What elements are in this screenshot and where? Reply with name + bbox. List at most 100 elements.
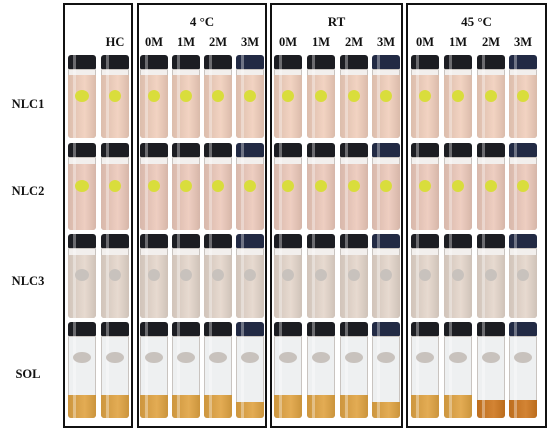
vial-sticker — [517, 90, 529, 102]
vial-sticker — [148, 269, 160, 281]
vial-cap — [372, 234, 400, 248]
vial-sticker — [282, 269, 294, 281]
vial-sticker — [244, 180, 256, 192]
vial-sticker — [282, 180, 294, 192]
vial-sticker — [416, 352, 434, 363]
vial-reflection — [106, 322, 109, 418]
vial-cap — [477, 322, 505, 336]
vial-liquid — [444, 164, 472, 230]
column-label: HC — [105, 35, 125, 49]
vial-liquid — [101, 395, 129, 418]
vial-reflection — [482, 322, 485, 418]
vial-liquid — [236, 75, 264, 138]
vial-sticker — [452, 180, 464, 192]
vial-reflection — [312, 234, 315, 318]
column-label: 3M — [240, 35, 260, 49]
vial-reflection — [145, 55, 148, 138]
vial-reflection — [449, 55, 452, 138]
vial-cap — [477, 234, 505, 248]
vial-reflection — [279, 322, 282, 418]
vial-liquid — [477, 255, 505, 318]
vial-sticker — [485, 90, 497, 102]
vial-sticker — [315, 269, 327, 281]
vial-nlc2 — [204, 143, 232, 230]
vial-nlc3 — [236, 234, 264, 318]
vial-cap — [101, 55, 129, 69]
vial-sticker — [148, 180, 160, 192]
vial-liquid — [274, 164, 302, 230]
vial-cap — [307, 55, 335, 69]
vial-sticker — [212, 180, 224, 192]
group-frame-hc — [63, 3, 133, 428]
vial-liquid — [68, 395, 96, 418]
vial-nlc2 — [307, 143, 335, 230]
vial-nlc3 — [372, 234, 400, 318]
vial-reflection — [312, 55, 315, 138]
vial-liquid — [307, 395, 335, 418]
vial-cap — [411, 143, 439, 157]
row-label: NLC2 — [11, 184, 45, 198]
vial-nlc3 — [204, 234, 232, 318]
vial-reflection — [209, 143, 212, 230]
vial-reflection — [416, 143, 419, 230]
vial-sticker — [244, 90, 256, 102]
vial-nlc1 — [307, 55, 335, 138]
vial-reflection — [177, 234, 180, 318]
vial-cap — [204, 55, 232, 69]
vial-sticker — [212, 269, 224, 281]
vial-reflection — [241, 234, 244, 318]
vial-liquid — [340, 164, 368, 230]
vial-reflection — [106, 234, 109, 318]
vial-reflection — [73, 55, 76, 138]
vial-liquid — [68, 75, 96, 138]
vial-liquid — [477, 164, 505, 230]
vial-cap — [274, 234, 302, 248]
vial-liquid — [204, 255, 232, 318]
vial-nlc3 — [307, 234, 335, 318]
vial-cap — [101, 234, 129, 248]
vial-sticker — [315, 90, 327, 102]
vial-nlc3 — [477, 234, 505, 318]
vial-liquid — [372, 402, 400, 418]
vial-reflection — [345, 143, 348, 230]
vial-sticker — [345, 352, 363, 363]
vial-cap — [509, 234, 537, 248]
vial-sticker — [452, 269, 464, 281]
vial-reflection — [482, 143, 485, 230]
vial-reflection — [279, 143, 282, 230]
vial-liquid — [204, 75, 232, 138]
vial-reflection — [177, 55, 180, 138]
vial-reflection — [241, 143, 244, 230]
vial-nlc1 — [236, 55, 264, 138]
vial-liquid — [444, 395, 472, 418]
vial-sticker — [348, 180, 360, 192]
vial-sol — [411, 322, 439, 418]
vial-reflection — [241, 322, 244, 418]
vial-sticker — [73, 352, 91, 363]
vial-cap — [274, 322, 302, 336]
vial-sol — [140, 322, 168, 418]
vial-reflection — [377, 55, 380, 138]
vial-liquid — [140, 255, 168, 318]
vial-sticker — [109, 180, 121, 192]
group-frame-rt — [270, 3, 403, 428]
vial-cap — [340, 234, 368, 248]
vial-sol — [307, 322, 335, 418]
vial-liquid — [372, 75, 400, 138]
vial-sticker — [517, 269, 529, 281]
column-label: 0M — [278, 35, 298, 49]
vial-liquid — [101, 75, 129, 138]
vial-cap — [204, 322, 232, 336]
vial-sticker — [212, 90, 224, 102]
vial-sol — [172, 322, 200, 418]
vial-cap — [340, 322, 368, 336]
vial-liquid — [274, 255, 302, 318]
vial-reflection — [345, 234, 348, 318]
vial-reflection — [106, 55, 109, 138]
vial-sticker — [514, 352, 532, 363]
vial-liquid — [411, 255, 439, 318]
vial-sol — [274, 322, 302, 418]
vial-cap — [477, 143, 505, 157]
vial-nlc3 — [340, 234, 368, 318]
vial-reflection — [514, 55, 517, 138]
